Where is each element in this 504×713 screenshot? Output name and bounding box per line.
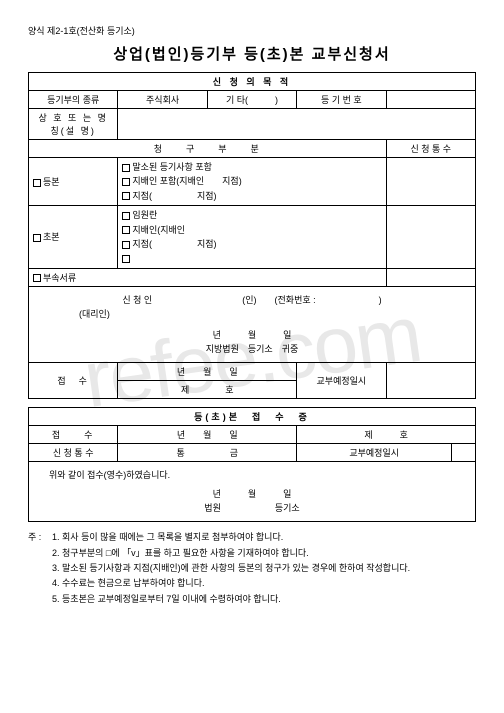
main-form-table: 신 청 의 목 적 등기부의 종류 주식회사 기 타( ) 등 기 번 호 상 …: [28, 72, 476, 399]
form-number: 양식 제2-1호(전산화 등기소): [28, 24, 476, 37]
document-title: 상업(법인)등기부 등(초)본 교부신청서: [28, 43, 476, 64]
slip-title: 등(초)본 접 수 증: [29, 408, 476, 426]
note-item: 4. 수수료는 현금으로 납부하여야 합니다.: [52, 576, 476, 591]
s1c3: 제 호: [297, 426, 476, 444]
receipt-due-val: [386, 363, 475, 399]
receipt-label: 접 수: [29, 363, 118, 399]
receipt-date: 년 월 일: [118, 363, 297, 381]
section1-header: 신 청 의 목 적: [29, 73, 476, 91]
slip-body: 위와 같이 접수(영수)하였습니다. 년 월 일 법원 등기소: [29, 462, 476, 522]
r2c1: 상 호 또 는 명 칭(설 명): [29, 109, 118, 140]
s2c1: 신 청 통 수: [29, 444, 118, 462]
notes-block: 주 : 1. 회사 등이 많을 때에는 그 목록을 별지로 첨부하여야 합니다.…: [28, 530, 476, 606]
r1c4: 등 기 번 호: [297, 91, 386, 109]
deungbon-count: [386, 158, 475, 206]
note-item: 3. 말소된 등기사항과 지점(지배인)에 관한 사항의 등본의 청구가 있는 …: [52, 561, 476, 576]
s1c1: 접 수: [29, 426, 118, 444]
chobon-label: 초본: [29, 206, 118, 269]
r1c1: 등기부의 종류: [29, 91, 118, 109]
note-item: 5. 등초본은 교부예정일로부터 7일 이내에 수령하여야 합니다.: [52, 592, 476, 607]
chobon-count: [386, 206, 475, 269]
note-item: 1. 회사 등이 많을 때에는 그 목록을 별지로 첨부하여야 합니다.: [52, 530, 476, 545]
note-item: 2. 청구부분의 □에 「v」표를 하고 필요한 사항을 기재하여야 합니다.: [52, 546, 476, 561]
r3c2: 신 청 통 수: [386, 140, 475, 158]
chobon-opts: 임원란 지배인(지배인 지점( 지점): [118, 206, 386, 269]
s2c3: 교부예정일시: [297, 444, 452, 462]
notes-list: 1. 회사 등이 많을 때에는 그 목록을 별지로 첨부하여야 합니다. 2. …: [52, 530, 476, 606]
slip-table: 등(초)본 접 수 증 접 수 년 월 일 제 호 신 청 통 수 통 금 교부…: [28, 407, 476, 522]
deungbon-label: 등본: [29, 158, 118, 206]
r2c2: [118, 109, 476, 140]
r1c5: [386, 91, 475, 109]
s2c2: 통 금: [118, 444, 297, 462]
receipt-no: 제 호: [118, 381, 297, 399]
applicant-block: 신 청 인 (인) (전화번호 : ) (대리인) 년 월 일 지방법원 등기소…: [29, 286, 476, 363]
busok-count: [386, 268, 475, 286]
r1c2: 주식회사: [118, 91, 207, 109]
s2c4: [452, 444, 476, 462]
s1c2: 년 월 일: [118, 426, 297, 444]
r1c3: 기 타( ): [207, 91, 296, 109]
deungbon-opts: 말소된 등기사항 포함 지배인 포함(지배인 지점) 지점( 지점): [118, 158, 386, 206]
busok-label: 부속서류: [29, 268, 387, 286]
receipt-due: 교부예정일시: [297, 363, 386, 399]
r3c1: 청 구 부 분: [29, 140, 387, 158]
